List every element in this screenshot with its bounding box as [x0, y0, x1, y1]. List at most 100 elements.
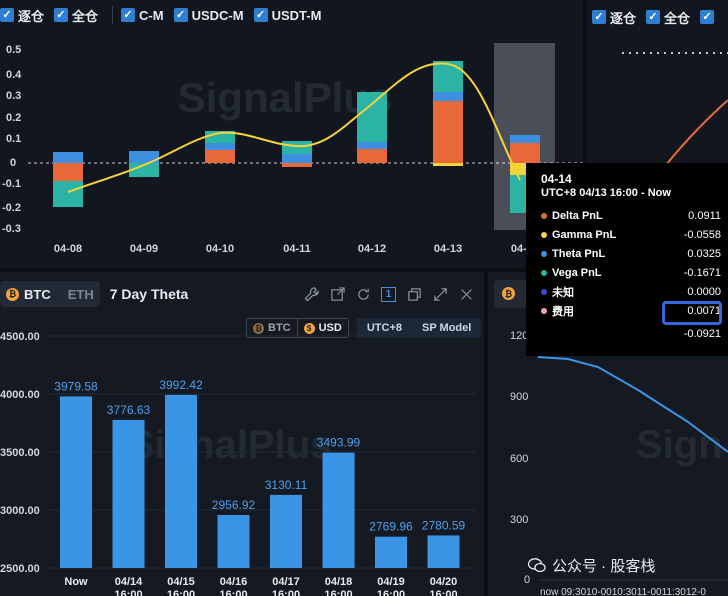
y-tick: 300: [510, 514, 528, 526]
bar-04-10[interactable]: [205, 131, 235, 163]
theta-bar[interactable]: [165, 394, 197, 568]
y-tick: 0.2: [6, 112, 21, 124]
filter-isolated-checkbox[interactable]: ✓ 逐仓: [0, 6, 44, 25]
unit-usd-button[interactable]: $ USD: [296, 319, 348, 337]
watermark: SignalPlus: [128, 423, 333, 467]
tooltip-range: UTC+8 04/13 16:00 - Now: [541, 187, 671, 199]
legend-dot: [541, 212, 547, 219]
theta-bar[interactable]: [375, 536, 407, 568]
tooltip-row-gamma: Gamma PnL -0.0558: [541, 225, 721, 244]
filter-partial-checkbox-right[interactable]: ✓: [700, 10, 715, 24]
filter-usdt-margined-checkbox[interactable]: ✓ USDT-M: [253, 8, 321, 23]
y-axis: 0.5 0.4 0.3 0.2 0.1 0 -0.1 -0.2 -0.3: [2, 44, 22, 235]
tooltip-row-delta: Delta PnL 0.0911: [541, 206, 721, 225]
check-icon: ✓: [700, 10, 715, 24]
filter-usdc-margined-checkbox[interactable]: ✓ USDC-M: [173, 8, 244, 23]
check-icon: ✓: [0, 8, 14, 22]
check-icon: ✓: [592, 10, 606, 24]
tab-eth[interactable]: ETH: [67, 286, 94, 302]
x-tick-time: 16:00: [219, 589, 247, 596]
pnl-panel: ✓ 逐仓 ✓ 全仓 ✓ C-M ✓ USDC-M ✓ USDT-M Signal…: [0, 0, 583, 268]
series-line: [665, 99, 728, 166]
bar-04-08[interactable]: [53, 152, 83, 207]
x-tick-time: 16:00: [114, 589, 142, 596]
divider: [112, 6, 114, 24]
tooltip-row-unknown: 未知 0.0000: [541, 282, 721, 301]
panel-divider[interactable]: [583, 0, 586, 268]
timezone-button[interactable]: UTC+8: [356, 318, 412, 338]
check-icon: ✓: [173, 8, 188, 22]
theta-bar[interactable]: [322, 452, 355, 568]
x-tick: 04-08: [54, 243, 82, 255]
y-tick: 3000.00: [0, 505, 40, 517]
y-tick: 2500.00: [0, 563, 40, 575]
y-tick: 4000.00: [0, 389, 40, 401]
theta-bar[interactable]: [112, 419, 145, 568]
theta-bar[interactable]: [60, 396, 92, 568]
theta-panel: ₿ BTC ETH 7 Day Theta 1: [0, 272, 484, 596]
x-tick: 04/15: [167, 576, 195, 588]
panel-divider-bottom[interactable]: [484, 272, 488, 596]
theta-bar-chart[interactable]: SignalPlus 4500.00 4000.00 3500.00 3000.00 2…: [0, 272, 484, 596]
x-tick: 04-12: [358, 243, 386, 255]
theta-bar[interactable]: [427, 535, 460, 568]
filter-coin-margined-checkbox[interactable]: ✓ C-M: [121, 8, 164, 23]
right-bottom-chart[interactable]: Sign 1200 900 600 300 0 now 09:3010-0010…: [488, 272, 728, 596]
x-axis-labels: now 09:3010-0010:3011-0011:3012-0: [540, 587, 706, 596]
bitcoin-icon: ₿: [253, 322, 264, 334]
bar-04-11[interactable]: [282, 141, 312, 167]
x-tick: 04/16: [220, 576, 248, 588]
bar-04-12[interactable]: [357, 92, 387, 163]
y-tick: 0: [524, 574, 530, 586]
bitcoin-icon: ₿: [6, 287, 19, 301]
filter-cross-checkbox[interactable]: ✓ 全仓: [54, 6, 98, 25]
right-filter-bar: ✓ 逐仓 ✓ 全仓 ✓: [592, 2, 720, 32]
filter-isolated-checkbox-right[interactable]: ✓ 逐仓: [592, 8, 636, 27]
expand-icon[interactable]: [432, 286, 448, 302]
legend-dot: [541, 269, 547, 276]
bar-04-13[interactable]: [433, 61, 463, 166]
page-number-icon[interactable]: 1: [381, 286, 396, 302]
external-link-icon[interactable]: [329, 286, 345, 302]
x-axis: 04-08 04-09 04-10 04-11 04-12 04-13 04-1…: [54, 243, 540, 255]
y-tick: -0.2: [2, 202, 21, 214]
bar-value-label: 3130.11: [265, 478, 308, 492]
pnl-chart[interactable]: SignalPlus 0.5 0.4 0.3 0.2 0.1 0 -0.1 -0…: [0, 30, 583, 268]
theta-bar[interactable]: [217, 514, 250, 568]
tooltip-date: 04-14: [541, 172, 572, 186]
wrench-icon[interactable]: [303, 286, 319, 302]
bar-04-09[interactable]: [129, 151, 159, 177]
bar-value-label: 2769.96: [369, 520, 413, 534]
tooltip-total: -0.0921: [683, 327, 721, 340]
x-tick-time: 16:00: [324, 589, 352, 596]
x-tick: Now: [64, 576, 88, 588]
bar-value-label: 3992.42: [159, 378, 203, 392]
fee-value-highlight: [662, 301, 722, 325]
y-tick: 0: [10, 157, 16, 169]
bitcoin-icon[interactable]: ₿: [502, 287, 515, 300]
theta-bar[interactable]: [270, 494, 302, 568]
pnl-filter-bar: ✓ 逐仓 ✓ 全仓 ✓ C-M ✓ USDC-M ✓ USDT-M: [0, 0, 327, 30]
filter-cross-checkbox-right[interactable]: ✓ 全仓: [646, 8, 690, 27]
model-button[interactable]: SP Model: [412, 318, 482, 338]
refresh-icon[interactable]: [355, 286, 371, 302]
theta-panel-header: ₿ BTC ETH 7 Day Theta 1: [0, 280, 484, 308]
legend-dot: [541, 288, 547, 295]
x-tick: 04/17: [272, 576, 300, 588]
y-tick: 4500.00: [0, 331, 40, 343]
y-tick: 0.3: [6, 90, 21, 102]
close-icon[interactable]: [458, 286, 474, 302]
horizontal-divider: [0, 268, 728, 272]
y-tick: 0.4: [6, 69, 22, 81]
unit-btc-button[interactable]: ₿ BTC: [247, 319, 297, 337]
tab-btc[interactable]: ₿ BTC ETH: [0, 281, 100, 307]
tooltip-total-row: -0.0921: [541, 324, 721, 343]
bars: 3979.58 3776.63 3992.42 2956.92 3130.11 3493.…: [54, 378, 466, 568]
wechat-account-watermark: 公众号 · 股客栈: [527, 555, 655, 576]
right-top-chart[interactable]: [586, 30, 728, 268]
tooltip-row-fee: 费用 0.0071: [541, 301, 721, 320]
y-tick: 0.1: [6, 133, 21, 145]
copy-icon[interactable]: [406, 286, 422, 302]
legend-dot: [541, 307, 547, 314]
x-tick-time: 16:00: [429, 589, 457, 596]
